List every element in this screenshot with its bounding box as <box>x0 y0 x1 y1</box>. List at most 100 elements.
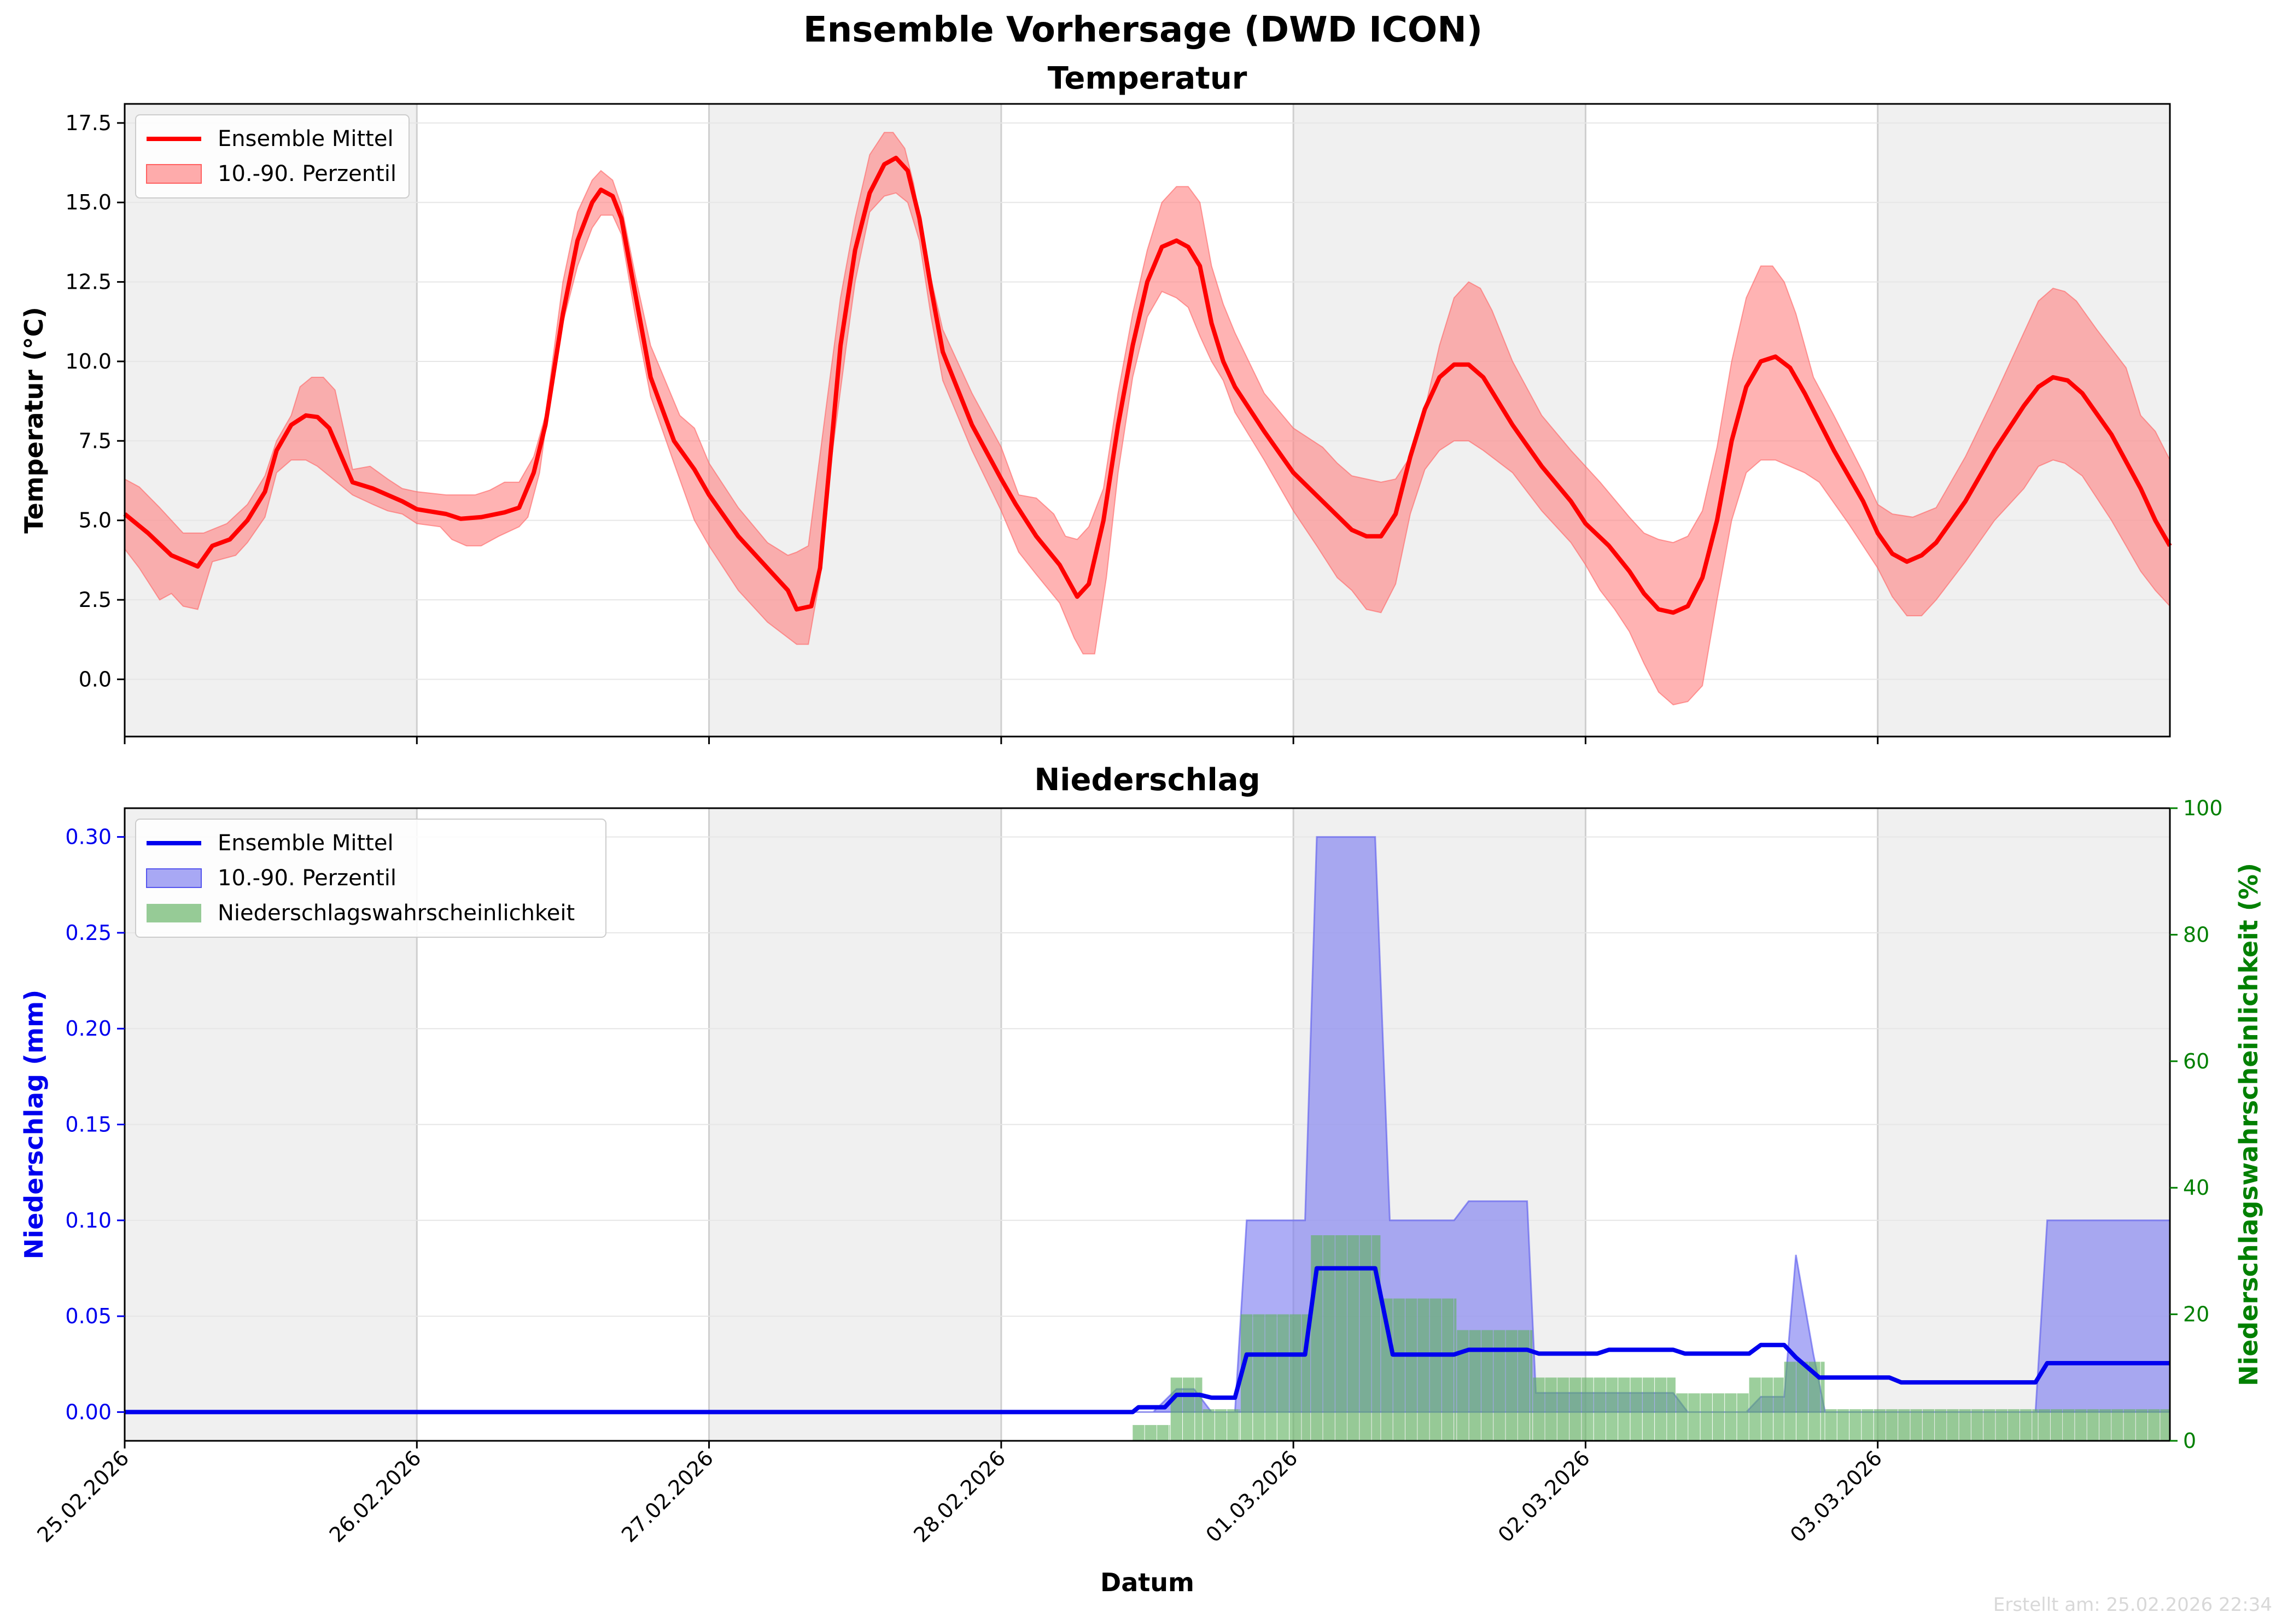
probability-bar-34 <box>1505 1330 1518 1441</box>
p-ytick-label-2: 0.10 <box>65 1208 112 1232</box>
temp-y-ticks: 0.0 2.5 5.0 7.5 10.0 12.5 15.0 17.5 <box>65 111 125 691</box>
probability-bar-42 <box>1594 1377 1606 1441</box>
probability-bar-77 <box>2007 1409 2020 1441</box>
p-ytick-label-0: 0.00 <box>65 1400 112 1424</box>
probability-bar-11 <box>1241 1314 1253 1441</box>
probability-bar-67 <box>1886 1409 1898 1441</box>
probability-bar-72 <box>1947 1409 1959 1441</box>
probability-bar-66 <box>1874 1409 1886 1441</box>
probability-bar-57 <box>1773 1377 1784 1441</box>
probability-bar-58 <box>1784 1362 1796 1441</box>
probability-bar-61 <box>1820 1362 1825 1441</box>
probability-bar-84 <box>2087 1409 2099 1441</box>
probability-bar-71 <box>1935 1409 1947 1441</box>
temp-panel-title: Temperatur <box>1048 61 1247 96</box>
probability-bar-87 <box>2123 1409 2135 1441</box>
precip-right-y-axis-label: Niederschlagswahrscheinlichkeit (%) <box>2234 863 2263 1386</box>
probability-bar-73 <box>1959 1409 1971 1441</box>
precip-panel-title: Niederschlag <box>1034 762 1260 798</box>
probability-bar-19 <box>1335 1235 1347 1441</box>
probability-bar-12 <box>1253 1314 1265 1441</box>
probability-bar-74 <box>1971 1409 1983 1441</box>
precip-right-y-ticks: 0 20 40 60 80 100 <box>2170 796 2223 1453</box>
probability-bar-1 <box>1145 1425 1157 1441</box>
t-ytick-label-5: 12.5 <box>65 270 112 294</box>
temp-ensemble-mean-line <box>123 155 2172 615</box>
p-legend-box <box>135 819 606 938</box>
t-ytick-label-2: 5.0 <box>79 509 112 533</box>
t-legend-label-1: 10.-90. Perzentil <box>218 161 396 186</box>
probability-bar-64 <box>1849 1409 1861 1441</box>
temp-legend: Ensemble Mittel 10.-90. Perzentil <box>135 114 410 198</box>
probability-bar-50 <box>1688 1393 1700 1441</box>
probability-bar-8 <box>1215 1409 1227 1441</box>
temp-axes-frame <box>124 103 2171 738</box>
t-ytick-label-7: 17.5 <box>65 111 112 135</box>
temp-percentile-band <box>124 132 2170 705</box>
p-ytick-label-6: 0.30 <box>65 825 112 849</box>
temperature-panel: 0.0 2.5 5.0 7.5 10.0 12.5 15.0 17.5 Temperatur … <box>19 61 2172 744</box>
probability-bar-17 <box>1311 1235 1323 1441</box>
probability-bar-22 <box>1371 1235 1381 1441</box>
t-ytick-label-4: 10.0 <box>65 349 112 373</box>
p-ytick-label-5: 0.25 <box>65 921 112 945</box>
p-legend-swatch-1 <box>146 868 202 888</box>
precip-right-ytick-label-3: 60 <box>2183 1049 2209 1073</box>
probability-bar-2 <box>1157 1425 1169 1441</box>
precip-right-ytick-label-2: 40 <box>2183 1176 2209 1200</box>
probability-bar-82 <box>2063 1409 2075 1441</box>
t-legend-label-0: Ensemble Mittel <box>218 126 394 151</box>
t-legend-swatch-1 <box>146 164 202 184</box>
p-ytick-label-3: 0.15 <box>65 1113 112 1137</box>
probability-bar-28 <box>1441 1298 1454 1441</box>
figure-suptitle: Ensemble Vorhersage (DWD ICON) <box>803 10 1483 50</box>
p-legend-swatch-2 <box>147 904 201 922</box>
precipitation-panel: 0.00 0.05 0.10 0.15 0.20 0.25 0.30 0 20 40 60 80 10… <box>19 762 2263 1597</box>
probability-bar-49 <box>1676 1393 1688 1441</box>
probability-bar-20 <box>1347 1235 1359 1441</box>
probability-bar-63 <box>1837 1409 1849 1441</box>
t-shaded-day-1 <box>709 104 1001 737</box>
probability-bar-75 <box>1983 1409 1995 1441</box>
probability-bar-31 <box>1469 1330 1481 1441</box>
temp-x-ticks <box>124 737 1879 744</box>
probability-bar-25 <box>1405 1298 1417 1441</box>
probability-bar-30 <box>1457 1330 1469 1441</box>
probability-bar-24 <box>1393 1298 1405 1441</box>
probability-bar-85 <box>2099 1409 2111 1441</box>
probability-bar-9 <box>1227 1409 1239 1441</box>
p-legend-label-0: Ensemble Mittel <box>218 831 394 856</box>
probability-bar-60 <box>1808 1362 1820 1441</box>
probability-bar-40 <box>1569 1377 1581 1441</box>
probability-bar-86 <box>2111 1409 2123 1441</box>
probability-bar-15 <box>1289 1314 1302 1441</box>
probability-bar-5 <box>1183 1377 1195 1441</box>
probability-bar-80 <box>2038 1409 2050 1441</box>
probability-bar-6 <box>1195 1377 1203 1441</box>
probability-bar-7 <box>1203 1409 1215 1441</box>
t-ytick-label-0: 0.0 <box>79 667 112 691</box>
x-axis-label: Datum <box>1100 1568 1194 1597</box>
precip-right-ytick-label-1: 20 <box>2183 1302 2209 1327</box>
probability-bar-48 <box>1667 1377 1676 1441</box>
precip-ensemble-mean-line <box>125 1266 2170 1415</box>
probability-bar-21 <box>1359 1235 1371 1441</box>
probability-bar-51 <box>1700 1393 1712 1441</box>
probability-bar-79 <box>2032 1409 2038 1441</box>
probability-bar-32 <box>1481 1330 1493 1441</box>
probability-bar-0 <box>1133 1425 1145 1441</box>
p-ytick-label-1: 0.05 <box>65 1304 112 1328</box>
t-legend-box <box>135 114 410 198</box>
t-shaded-day-0 <box>125 104 417 737</box>
probability-bar-90 <box>2160 1409 2169 1441</box>
probability-bar-27 <box>1429 1298 1441 1441</box>
probability-bar-54 <box>1737 1393 1749 1441</box>
probability-bar-68 <box>1898 1409 1910 1441</box>
p-legend-label-2: Niederschlagswahrscheinlichkeit <box>218 901 575 926</box>
t-ytick-label-1: 2.5 <box>79 588 112 612</box>
precip-right-ytick-label-4: 80 <box>2183 922 2209 947</box>
t-ytick-label-6: 15.0 <box>65 190 112 214</box>
probability-bar-53 <box>1725 1393 1737 1441</box>
temp-y-axis-label: Temperatur (°C) <box>19 307 49 534</box>
